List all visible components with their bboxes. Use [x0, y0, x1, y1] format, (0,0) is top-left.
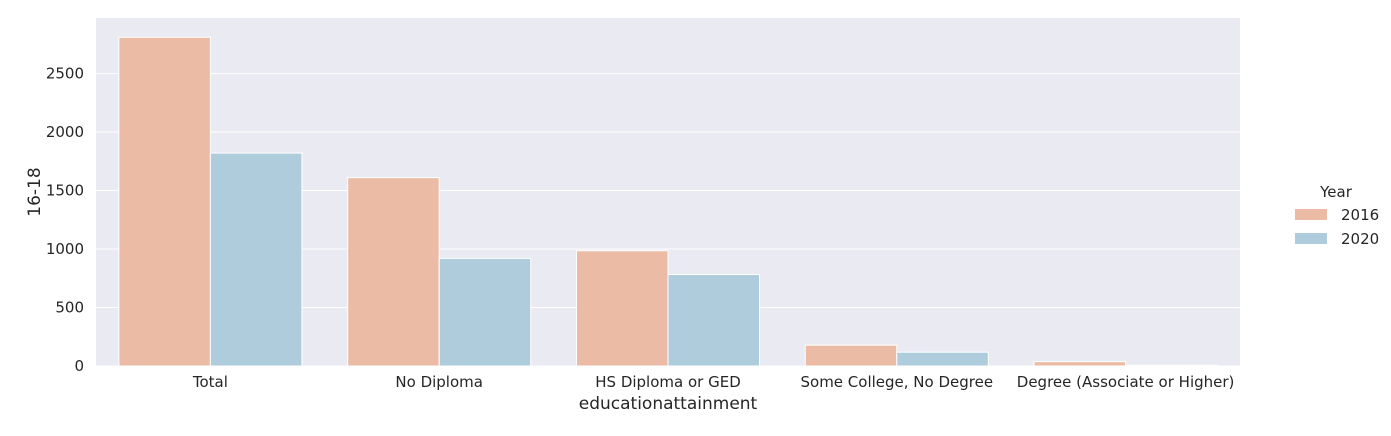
legend-title: Year — [1319, 183, 1353, 201]
bar-2020-1 — [438, 257, 532, 367]
y-tick-label: 0 — [74, 357, 84, 375]
bar-2016-4 — [1033, 361, 1127, 367]
legend-swatch-2016 — [1295, 209, 1327, 220]
x-axis-label: educationattainment — [579, 394, 758, 414]
x-tick-label: Total — [192, 373, 228, 391]
bar-2020-2 — [667, 274, 761, 367]
legend-label-2020: 2020 — [1341, 230, 1379, 248]
y-tick-label: 1000 — [46, 240, 84, 258]
y-axis-label: 16-18 — [25, 167, 45, 216]
bar-2016-3 — [804, 344, 898, 367]
bar-2020-0 — [209, 152, 303, 367]
y-tick-label: 2500 — [46, 65, 84, 83]
bar-2016-1 — [347, 177, 440, 367]
y-tick-label: 1500 — [46, 182, 84, 200]
bar-2020-4 — [1125, 364, 1218, 367]
x-tick-label: Degree (Associate or Higher) — [1017, 373, 1235, 391]
y-tick-label: 500 — [55, 299, 84, 317]
bar-2016-0 — [118, 36, 211, 367]
x-tick-label: HS Diploma or GED — [595, 373, 741, 391]
x-tick-label: No Diploma — [395, 373, 483, 391]
bar-2016-2 — [575, 250, 669, 367]
bar-2020-3 — [896, 351, 989, 367]
legend-swatch-2020 — [1295, 233, 1327, 244]
y-tick-label: 2000 — [46, 123, 84, 141]
legend: Year 2016 2020 — [1295, 183, 1379, 248]
legend-label-2016: 2016 — [1341, 206, 1379, 224]
x-tick-label: Some College, No Degree — [801, 373, 994, 391]
